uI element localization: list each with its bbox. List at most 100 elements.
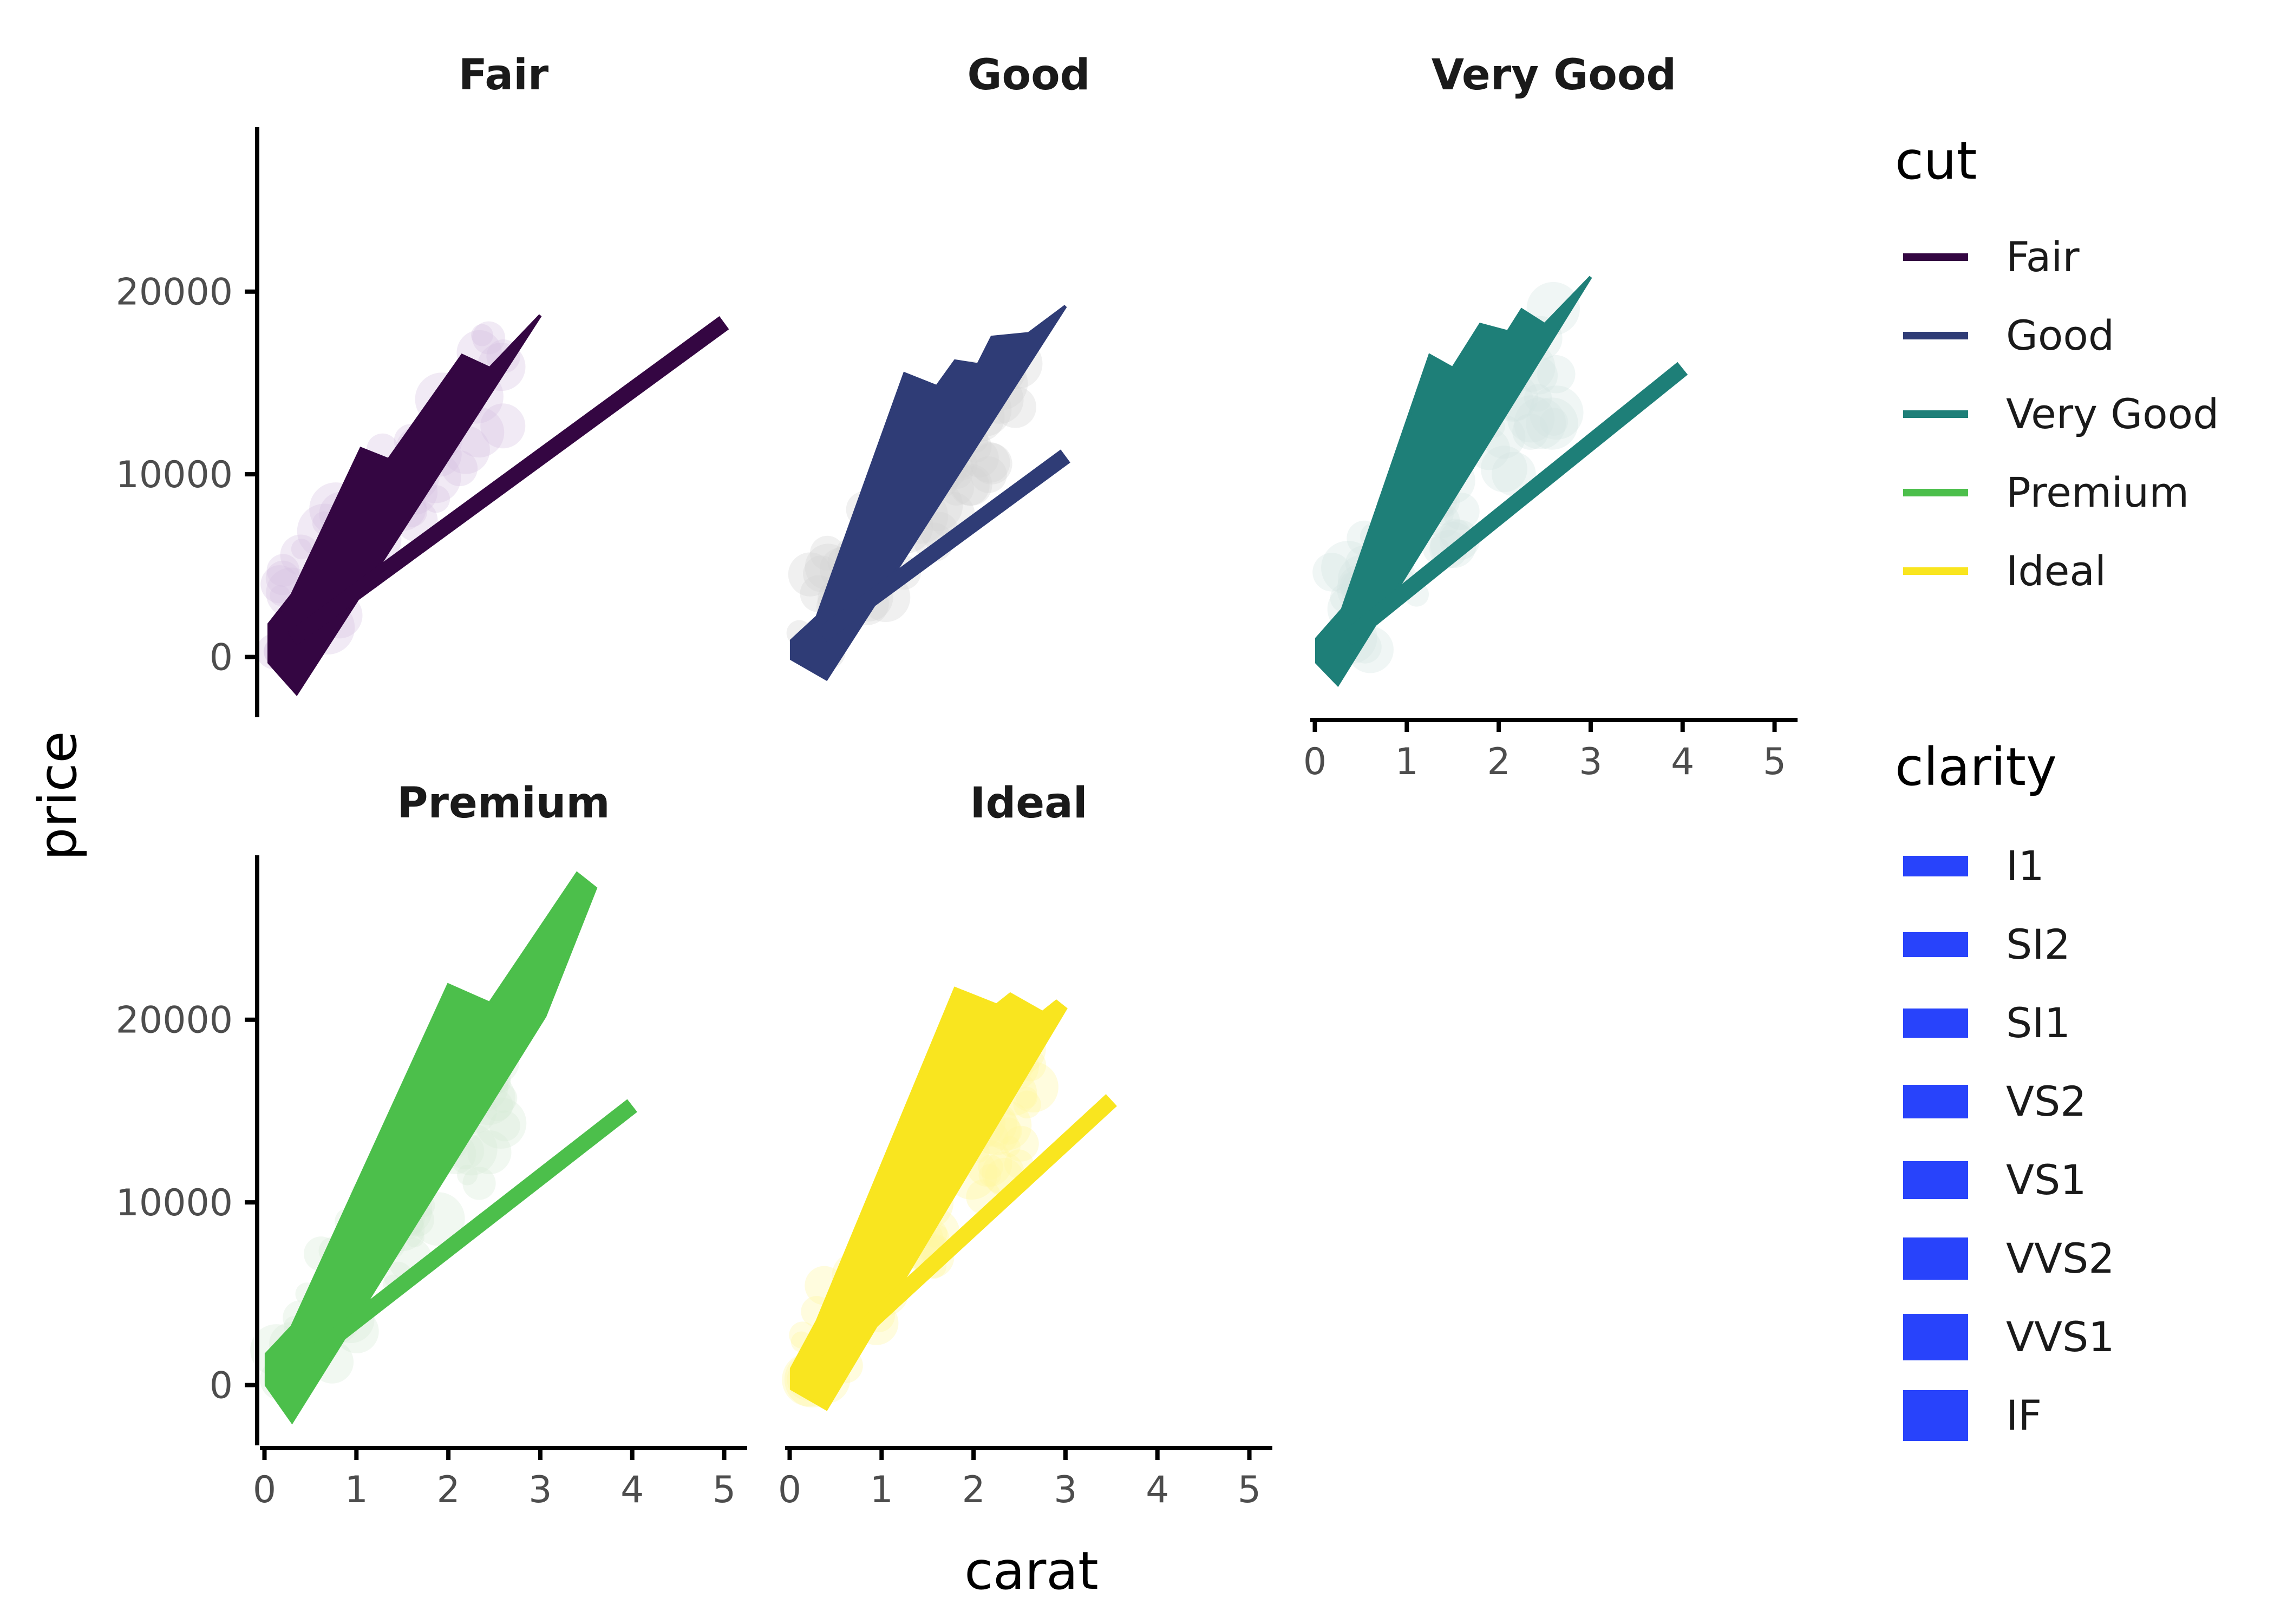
legend-clarity: clarity I1 SI2 SI1 VS2 VS1 VVS2 VVS1 IF: [1895, 737, 2115, 1441]
legend-label-cut: Very Good: [2006, 390, 2219, 438]
data-point: [260, 565, 299, 604]
facet-strip-label: Premium: [397, 779, 610, 828]
facet-strip-label: Fair: [459, 51, 549, 100]
x-tick-label: 5: [1238, 1469, 1261, 1511]
data-point: [1529, 385, 1584, 440]
legend-title-cut: cut: [1895, 130, 1977, 191]
data-point: [471, 324, 493, 346]
x-tick-label: 2: [962, 1469, 985, 1511]
series-band: [789, 986, 1068, 1411]
x-tick-label: 0: [1303, 741, 1327, 783]
y-tick-label: 20000: [116, 271, 233, 314]
x-tick-label: 1: [870, 1469, 893, 1511]
data-point: [1526, 397, 1578, 450]
data-point: [951, 464, 992, 506]
x-tick-label: 0: [253, 1469, 276, 1511]
data-point: [995, 1117, 1022, 1145]
x-tick-label: 3: [1054, 1469, 1077, 1511]
legend-key-clarity: [1903, 856, 1968, 876]
x-tick-label: 0: [778, 1469, 801, 1511]
series-line: [1342, 362, 1688, 645]
x-tick-label: 2: [436, 1469, 460, 1511]
x-tick-label: 3: [528, 1469, 552, 1511]
data-point: [999, 1136, 1021, 1157]
data-point: [971, 443, 1012, 484]
legend-key-clarity: [1903, 1314, 1968, 1360]
data-point: [978, 1154, 1003, 1180]
x-tick-label: 1: [1395, 741, 1419, 783]
legend-label-clarity: VVS1: [2006, 1313, 2115, 1361]
data-point: [1507, 395, 1555, 443]
data-point: [462, 1167, 496, 1200]
facet-panel-fair: Fair 0 10000 20000: [116, 51, 729, 717]
x-tick-label: 2: [1487, 741, 1510, 783]
data-point: [270, 585, 291, 606]
x-tick-label: 1: [345, 1469, 368, 1511]
data-point: [788, 552, 833, 597]
facet-strip-label: Ideal: [970, 779, 1087, 828]
legend-cut: cut Fair Good Very Good Premium Ideal: [1895, 130, 2219, 595]
data-point: [475, 1097, 527, 1149]
x-tick-label: 3: [1579, 741, 1602, 783]
facet-panel-premium: Premium 0 10000 20000 0 1 2 3 4 5: [116, 779, 747, 1511]
y-tick-label: 10000: [116, 1182, 233, 1224]
x-tick-label: 4: [620, 1469, 644, 1511]
data-point: [1013, 1090, 1041, 1119]
series-band: [1315, 276, 1592, 687]
legend-label-clarity: VVS2: [2006, 1234, 2115, 1282]
data-point: [1492, 451, 1536, 496]
series-line: [817, 449, 1070, 642]
legend-label-clarity: SI2: [2006, 920, 2070, 968]
series-line: [291, 1099, 637, 1373]
legend-label-cut: Ideal: [2006, 547, 2106, 595]
legend-label-clarity: IF: [2006, 1391, 2042, 1439]
x-tick-label: 4: [1671, 741, 1694, 783]
y-tick-label: 10000: [116, 454, 233, 496]
legend-label-clarity: VS1: [2006, 1156, 2087, 1204]
y-axis-title: price: [28, 731, 88, 861]
x-tick-label: 4: [1146, 1469, 1169, 1511]
legend-label-cut: Good: [2006, 311, 2114, 359]
legend-key-clarity: [1903, 1009, 1968, 1038]
legend-title-clarity: clarity: [1895, 737, 2057, 797]
y-tick-label: 0: [210, 1365, 233, 1407]
data-point: [1540, 408, 1569, 436]
data-point: [970, 456, 1007, 493]
legend-key-clarity: [1903, 1161, 1968, 1199]
y-tick-label: 20000: [116, 999, 233, 1042]
series-band: [264, 871, 598, 1425]
x-tick-label: 5: [713, 1469, 736, 1511]
data-point: [291, 539, 312, 560]
data-point: [1512, 413, 1549, 450]
data-point: [489, 1110, 520, 1142]
legend-label-clarity: SI1: [2006, 999, 2070, 1047]
data-point: [457, 1164, 478, 1186]
legend-label-cut: Fair: [2006, 233, 2080, 281]
data-point: [266, 554, 300, 587]
data-point: [1003, 1125, 1039, 1162]
x-axis-title: carat: [964, 1541, 1099, 1601]
series-band: [789, 305, 1067, 682]
data-point: [969, 442, 1010, 483]
legend-key-clarity: [1903, 932, 1968, 957]
legend-key-clarity: [1903, 1390, 1968, 1441]
data-point: [949, 466, 990, 506]
legend-label-clarity: I1: [2006, 842, 2044, 890]
data-point: [978, 1164, 1001, 1187]
series-line: [816, 1094, 1117, 1373]
data-point: [1514, 397, 1566, 450]
data-point: [472, 321, 506, 355]
y-tick-label: 0: [210, 637, 233, 679]
legend-label-cut: Premium: [2006, 468, 2189, 516]
data-point: [1537, 355, 1576, 394]
data-point: [1312, 553, 1351, 592]
data-point: [1524, 384, 1552, 412]
x-tick-label: 5: [1763, 741, 1786, 783]
facet-strip-label: Good: [967, 51, 1090, 100]
legend-key-clarity: [1903, 1085, 1968, 1118]
data-point: [441, 450, 478, 487]
facet-panel-good: Good: [786, 51, 1090, 682]
data-point: [1480, 446, 1527, 493]
